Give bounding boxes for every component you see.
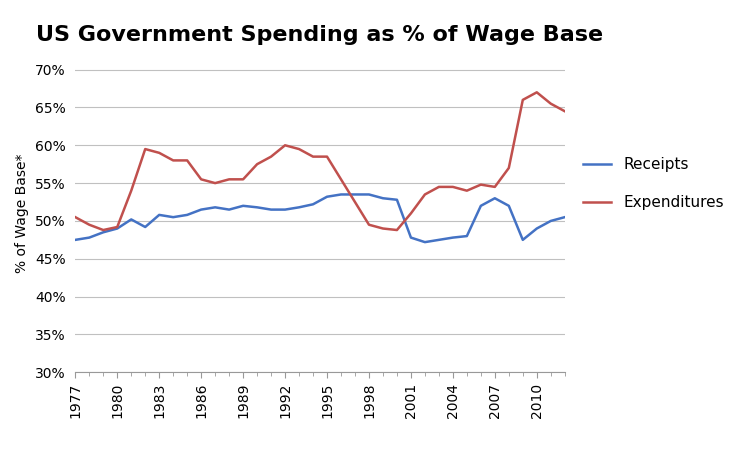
Expenditures: [99, 227, 108, 233]
Receipts: [434, 237, 444, 242]
Receipts: [560, 214, 569, 220]
Expenditures: [197, 177, 206, 182]
Receipts: [239, 203, 248, 208]
Expenditures: [462, 188, 471, 193]
Receipts: [154, 212, 163, 217]
Expenditures: [420, 192, 429, 197]
Expenditures: [560, 109, 569, 114]
Expenditures: [546, 101, 555, 106]
Expenditures: [252, 162, 261, 167]
Receipts: [252, 205, 261, 210]
Expenditures: [267, 154, 276, 159]
Expenditures: [224, 177, 233, 182]
Expenditures: [322, 154, 331, 159]
Expenditures: [448, 184, 457, 190]
Expenditures: [141, 146, 150, 152]
Expenditures: [113, 224, 122, 230]
Expenditures: [477, 182, 486, 188]
Expenditures: [392, 227, 401, 233]
Expenditures: [490, 184, 499, 190]
Receipts: [462, 233, 471, 239]
Receipts: [141, 224, 150, 230]
Receipts: [127, 217, 136, 222]
Expenditures: [183, 158, 192, 163]
Receipts: [294, 205, 303, 210]
Receipts: [85, 235, 94, 240]
Receipts: [392, 197, 401, 202]
Expenditures: [239, 177, 248, 182]
Receipts: [197, 207, 206, 212]
Expenditures: [294, 146, 303, 152]
Receipts: [379, 196, 388, 201]
Line: Receipts: Receipts: [75, 194, 565, 242]
Receipts: [169, 214, 178, 220]
Receipts: [407, 235, 416, 240]
Expenditures: [211, 180, 220, 186]
Expenditures: [309, 154, 318, 159]
Receipts: [322, 194, 331, 199]
Expenditures: [407, 211, 416, 216]
Title: US Government Spending as % of Wage Base: US Government Spending as % of Wage Base: [36, 25, 604, 44]
Receipts: [281, 207, 290, 212]
Expenditures: [71, 214, 80, 220]
Expenditures: [434, 184, 444, 190]
Receipts: [477, 203, 486, 208]
Receipts: [267, 207, 276, 212]
Receipts: [337, 192, 346, 197]
Receipts: [518, 237, 527, 242]
Expenditures: [169, 158, 178, 163]
Expenditures: [337, 177, 346, 182]
Receipts: [532, 226, 541, 231]
Expenditures: [281, 143, 290, 148]
Receipts: [71, 237, 80, 242]
Receipts: [350, 192, 359, 197]
Receipts: [490, 196, 499, 201]
Expenditures: [85, 222, 94, 227]
Expenditures: [518, 97, 527, 103]
Expenditures: [505, 165, 514, 171]
Expenditures: [154, 150, 163, 156]
Y-axis label: % of Wage Base*: % of Wage Base*: [15, 153, 29, 273]
Expenditures: [379, 226, 388, 231]
Receipts: [309, 202, 318, 207]
Receipts: [99, 230, 108, 235]
Expenditures: [364, 222, 373, 227]
Expenditures: [127, 188, 136, 193]
Receipts: [505, 203, 514, 208]
Receipts: [546, 218, 555, 224]
Expenditures: [350, 199, 359, 205]
Receipts: [420, 239, 429, 245]
Line: Expenditures: Expenditures: [75, 92, 565, 230]
Legend: Receipts, Expenditures: Receipts, Expenditures: [578, 151, 730, 216]
Receipts: [113, 226, 122, 231]
Receipts: [183, 212, 192, 217]
Expenditures: [532, 89, 541, 95]
Receipts: [448, 235, 457, 240]
Receipts: [211, 205, 220, 210]
Receipts: [224, 207, 233, 212]
Receipts: [364, 192, 373, 197]
